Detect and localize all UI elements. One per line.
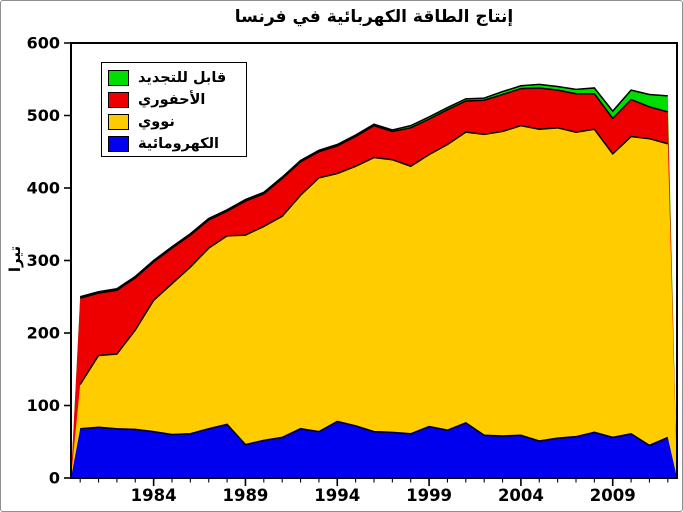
x-tick-label: 1999	[406, 486, 452, 505]
legend-item-hydro: الكهرومائية	[108, 133, 246, 155]
nuclear-swatch-icon	[108, 114, 129, 130]
hydro-swatch-icon	[108, 136, 129, 152]
chart-title: إنتاج الطاقة الكهربائية في فرنسا	[234, 7, 514, 27]
stacked-areas	[71, 84, 677, 479]
legend-label-nuclear: نووي	[138, 113, 175, 130]
x-tick-label: 2009	[590, 486, 636, 505]
y-tick-label: 300	[27, 251, 60, 270]
area-series-1	[71, 125, 677, 479]
fossil-swatch-icon	[108, 92, 129, 108]
x-tick-label: 1994	[314, 486, 360, 505]
y-tick-label: 0	[49, 469, 60, 488]
boundary-series-1	[79, 124, 669, 385]
legend-label-renewable: قابل للتجديد	[138, 69, 227, 86]
x-axis: 1984 1989 1994 1999 2004 2009	[79, 478, 669, 505]
y-tick-label: 400	[27, 179, 60, 198]
legend: قابل للتجديد الأحفوري نووي الكهرومائية	[101, 62, 247, 157]
y-tick-label: 500	[27, 106, 60, 125]
y-tick-label: 100	[27, 396, 60, 415]
x-tick-label: 1984	[131, 486, 177, 505]
legend-item-nuclear: نووي	[108, 111, 246, 133]
legend-item-fossil: الأحفوري	[108, 89, 246, 111]
y-tick-label: 600	[27, 34, 60, 53]
boundary-series-0	[80, 420, 669, 447]
x-tick-label: 1989	[222, 486, 268, 505]
x-tick-label: 2004	[498, 486, 544, 505]
renewable-swatch-icon	[108, 70, 129, 86]
legend-label-hydro: الكهرومائية	[138, 135, 220, 152]
boundary-series-3	[79, 83, 668, 298]
legend-label-fossil: الأحفوري	[138, 91, 206, 108]
area-boundaries	[79, 83, 669, 447]
legend-item-renewable: قابل للتجديد	[108, 67, 246, 89]
area-series-0	[71, 421, 677, 478]
y-tick-label: 200	[27, 324, 60, 343]
y-axis: 0 100 200 300 400 500 600	[27, 34, 71, 488]
boundary-series-2	[79, 87, 669, 299]
